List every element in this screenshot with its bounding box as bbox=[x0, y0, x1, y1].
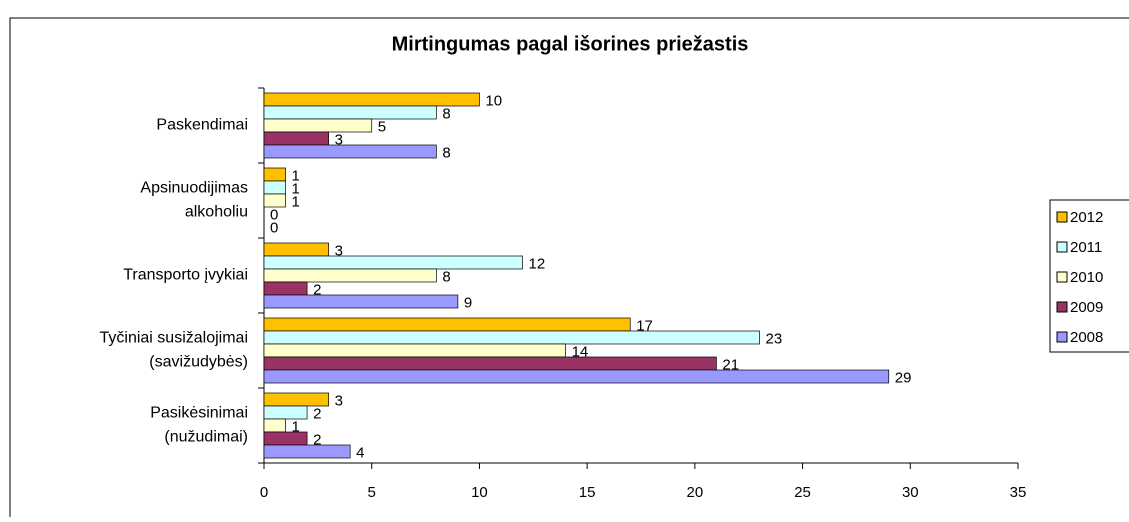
x-tick-label: 35 bbox=[1010, 484, 1027, 501]
y-tick-label: Apsinuodijimas bbox=[140, 180, 248, 197]
data-label: 1 bbox=[292, 418, 300, 435]
x-tick-label: 30 bbox=[902, 484, 919, 501]
data-label: 14 bbox=[572, 343, 589, 360]
data-label: 3 bbox=[335, 131, 343, 148]
bar bbox=[263, 294, 459, 309]
bar bbox=[263, 167, 286, 182]
legend-label: 2012 bbox=[1070, 209, 1103, 226]
bar bbox=[263, 356, 717, 371]
y-tick-label: Tyčiniai susižalojimai bbox=[100, 330, 249, 347]
bar bbox=[263, 281, 308, 296]
legend-swatch bbox=[1056, 271, 1068, 283]
legend-label: 2010 bbox=[1070, 269, 1103, 286]
data-label: 21 bbox=[722, 356, 739, 373]
bar bbox=[263, 418, 286, 433]
data-label: 8 bbox=[442, 268, 450, 285]
bar bbox=[263, 105, 437, 120]
data-label: 5 bbox=[378, 118, 386, 135]
bar bbox=[263, 343, 566, 358]
data-label: 2 bbox=[313, 431, 321, 448]
data-label: 2 bbox=[313, 405, 321, 422]
legend-swatch bbox=[1056, 241, 1068, 253]
bar bbox=[263, 369, 890, 384]
bar bbox=[263, 144, 437, 159]
legend-swatch bbox=[1056, 301, 1068, 313]
bar bbox=[263, 330, 760, 345]
chart-border bbox=[9, 17, 1129, 522]
data-label: 1 bbox=[292, 167, 300, 184]
y-tick-label: alkoholiu bbox=[185, 204, 248, 221]
bar bbox=[263, 118, 373, 133]
y-tick-label: (savižudybės) bbox=[149, 354, 248, 371]
data-label: 1 bbox=[292, 193, 300, 210]
legend-swatch bbox=[1056, 211, 1068, 223]
data-label: 3 bbox=[335, 242, 343, 259]
bar bbox=[263, 444, 351, 459]
data-label: 8 bbox=[442, 105, 450, 122]
y-tick-label: (nužudimai) bbox=[164, 429, 248, 446]
data-label: 0 bbox=[270, 206, 278, 223]
data-label: 8 bbox=[442, 144, 450, 161]
x-tick-label: 5 bbox=[368, 484, 376, 501]
legend-label: 2011 bbox=[1070, 239, 1102, 256]
data-label: 0 bbox=[270, 219, 278, 236]
bar bbox=[263, 268, 437, 283]
bar bbox=[263, 392, 329, 407]
y-tick-label: Paskendimai bbox=[156, 117, 248, 134]
bar bbox=[263, 431, 308, 446]
data-label: 17 bbox=[636, 317, 653, 334]
chart-title: Mirtingumas pagal išorines priežastis bbox=[392, 33, 749, 55]
bar bbox=[263, 317, 631, 332]
x-tick-label: 25 bbox=[794, 484, 811, 501]
data-label: 1 bbox=[292, 180, 300, 197]
data-label: 2 bbox=[313, 281, 321, 298]
data-label: 3 bbox=[335, 392, 343, 409]
data-label: 29 bbox=[895, 369, 912, 386]
x-tick-label: 15 bbox=[579, 484, 596, 501]
data-label: 12 bbox=[529, 255, 546, 272]
data-label: 9 bbox=[464, 294, 472, 311]
x-tick-label: 20 bbox=[687, 484, 704, 501]
data-label: 10 bbox=[485, 92, 502, 109]
data-label: 4 bbox=[356, 444, 364, 461]
bar bbox=[263, 131, 329, 146]
bar bbox=[263, 255, 523, 270]
y-tick-label: Pasikėsinimai bbox=[150, 405, 248, 422]
x-tick-label: 10 bbox=[471, 484, 488, 501]
bar bbox=[263, 405, 308, 420]
bar bbox=[263, 92, 480, 107]
x-tick-label: 0 bbox=[260, 484, 268, 501]
bar bbox=[263, 242, 329, 257]
legend-label: 2009 bbox=[1070, 299, 1103, 316]
legend-label: 2008 bbox=[1070, 329, 1103, 346]
data-label: 23 bbox=[765, 330, 782, 347]
y-tick-label: Transporto įvykiai bbox=[123, 267, 248, 284]
bar bbox=[263, 180, 286, 195]
legend-swatch bbox=[1056, 331, 1068, 343]
bar bbox=[263, 193, 286, 208]
